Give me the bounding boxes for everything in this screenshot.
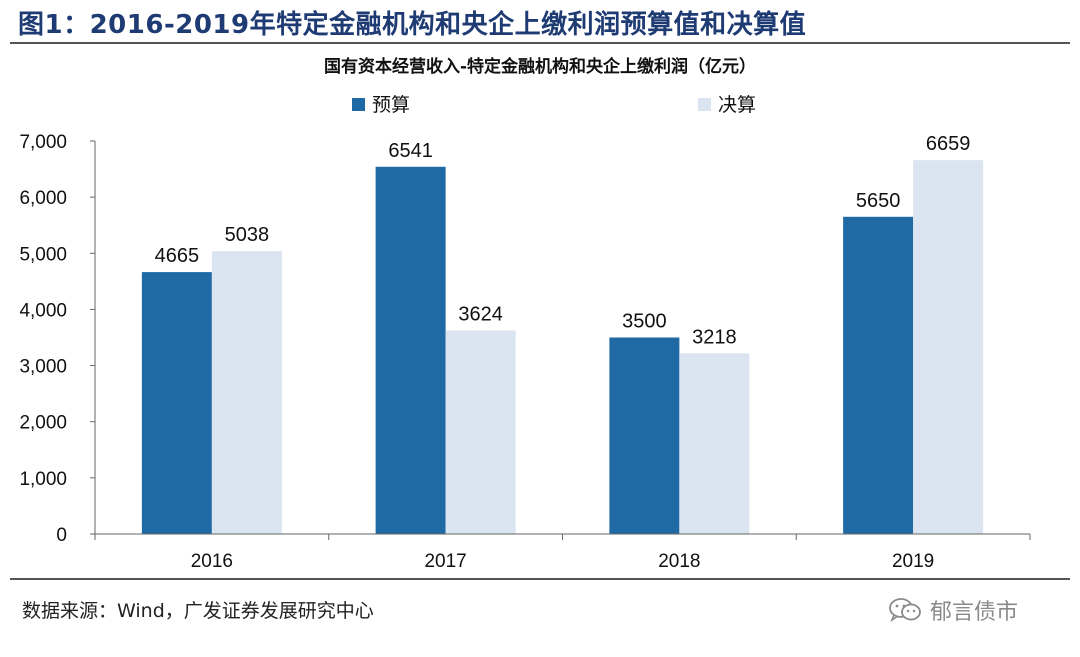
data-label: 5038: [225, 224, 270, 246]
data-label: 5650: [856, 190, 901, 212]
data-label: 4665: [155, 245, 200, 267]
x-tick-label: 2017: [424, 551, 466, 572]
x-tick-label: 2018: [658, 551, 700, 572]
bar-决算-2016: [211, 251, 282, 534]
data-label: 3218: [692, 326, 737, 348]
figure-title: 图1：2016-2019年特定金融机构和央企上缴利润预算值和决算值: [18, 10, 807, 40]
bar-预算-2017: [375, 166, 446, 534]
y-tick-label: 3,000: [19, 357, 67, 378]
x-tick-label: 2019: [892, 551, 934, 572]
watermark-text: 郁言债市: [930, 600, 1019, 625]
bar-决算-2019: [913, 160, 984, 534]
bar-预算-2016: [141, 272, 212, 534]
legend-swatch-决算: [698, 98, 711, 111]
data-label: 3500: [622, 311, 667, 333]
y-tick-label: 4,000: [19, 300, 67, 321]
y-tick-label: 2,000: [19, 413, 67, 434]
data-label: 6541: [388, 140, 433, 162]
data-label: 3624: [458, 304, 503, 326]
y-tick-label: 6,000: [19, 188, 67, 209]
watermark: 郁言债市: [888, 594, 1018, 626]
bar-预算-2019: [843, 216, 914, 535]
legend-swatch-预算: [352, 98, 365, 111]
top-divider: [10, 42, 1070, 44]
x-tick-label: 2016: [191, 551, 233, 572]
y-tick-label: 1,000: [19, 469, 67, 490]
bottom-divider: [10, 578, 1070, 580]
wechat-icon: [889, 598, 921, 623]
bar-决算-2018: [679, 353, 750, 534]
legend-label: 决算: [718, 94, 756, 116]
bar-决算-2017: [445, 330, 516, 534]
source-note: 数据来源：Wind，广发证券发展研究中心: [22, 600, 374, 622]
data-label: 6659: [926, 133, 971, 155]
y-tick-label: 0: [56, 525, 67, 546]
legend-label: 预算: [372, 94, 410, 116]
y-tick-label: 5,000: [19, 244, 67, 265]
chart-title: 国有资本经营收入-特定金融机构和央企上缴利润（亿元）: [323, 57, 757, 77]
y-tick-label: 7,000: [19, 132, 67, 153]
bar-预算-2018: [609, 337, 680, 534]
